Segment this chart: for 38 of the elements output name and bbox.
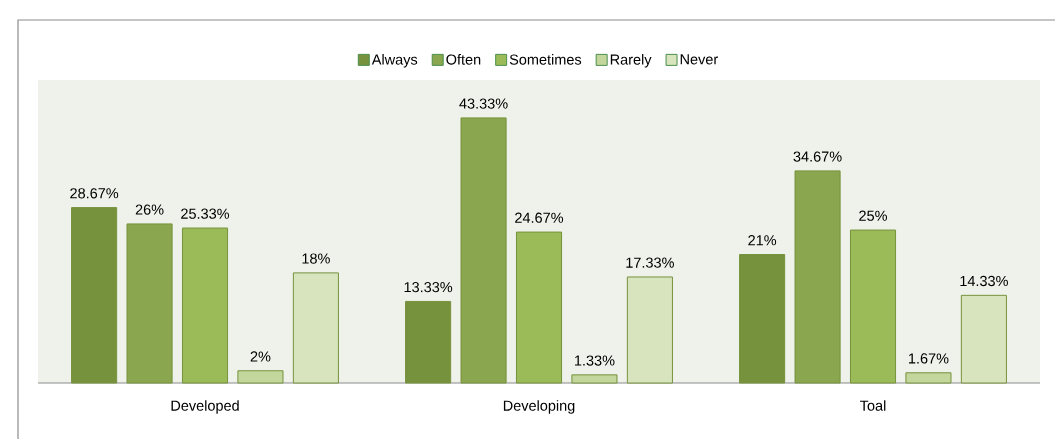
- data-label: 13.33%: [404, 281, 453, 293]
- data-label: 21%: [748, 235, 777, 246]
- bar: [181, 227, 229, 384]
- data-label: 1.33%: [575, 355, 615, 366]
- data-label: 43.33%: [459, 98, 508, 109]
- x-tick-label: Developed: [171, 400, 239, 414]
- bar: [460, 117, 507, 384]
- bar: [960, 294, 1007, 384]
- data-label: 2%: [250, 351, 271, 362]
- bar: [739, 254, 786, 384]
- legend-label: Never: [680, 54, 718, 65]
- bar: [849, 229, 897, 384]
- data-label: 26%: [135, 204, 164, 215]
- bar: [405, 300, 452, 384]
- data-label: 18%: [302, 253, 330, 264]
- data-label: 25%: [859, 210, 887, 221]
- legend-label: Rarely: [610, 54, 652, 68]
- x-tick-label: Developing: [503, 400, 575, 414]
- data-label: 25.33%: [181, 208, 230, 219]
- data-label: 34.67%: [793, 151, 842, 162]
- bar: [571, 374, 618, 384]
- bar: [515, 231, 563, 384]
- x-tick-label: Toal: [860, 400, 886, 411]
- bar: [794, 170, 841, 384]
- bar: [237, 370, 284, 384]
- data-label: 24.67%: [515, 212, 564, 223]
- bar: [292, 272, 339, 384]
- bar: [905, 372, 952, 384]
- legend-label: Sometimes: [509, 54, 582, 65]
- data-label: 17.33%: [626, 257, 674, 268]
- legend-label: Always: [371, 54, 418, 68]
- bar: [626, 276, 673, 384]
- bar: [71, 207, 118, 384]
- data-label: 28.67%: [70, 188, 119, 199]
- data-label: 1.67%: [909, 353, 949, 364]
- legend-label: Often: [446, 54, 481, 65]
- bar: [126, 223, 173, 384]
- data-label: 14.33%: [960, 275, 1008, 287]
